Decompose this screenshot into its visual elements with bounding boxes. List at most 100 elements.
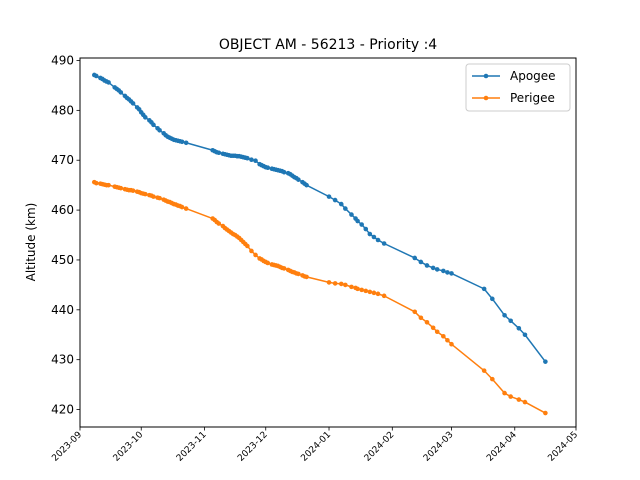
y-tick-label: 430 [51, 353, 74, 367]
perigee-point [381, 293, 387, 299]
perigee-point [349, 284, 354, 290]
apogee-point [296, 177, 301, 182]
perigee-point [338, 281, 344, 287]
apogee-point [543, 359, 548, 364]
apogee-point [355, 218, 360, 224]
perigee-point [359, 287, 364, 293]
perigee-point [179, 204, 185, 210]
perigee-series [91, 179, 548, 416]
apogee-point [522, 332, 528, 338]
legend-marker-apogee [483, 73, 489, 79]
apogee-point [179, 139, 185, 145]
y-tick-label: 460 [51, 203, 74, 217]
axes-frame [79, 57, 577, 428]
legend-label-perigee: Perigee [510, 91, 555, 105]
apogee-point [434, 267, 440, 272]
apogee-point [249, 157, 254, 163]
apogee-point [304, 182, 309, 188]
y-tick-label: 490 [51, 53, 74, 67]
apogee-point [151, 122, 156, 128]
perigee-point [363, 288, 369, 294]
perigee-point [130, 188, 136, 193]
perigee-point [481, 368, 487, 373]
apogee-point [490, 296, 495, 302]
perigee-point [143, 191, 148, 197]
perigee-point [304, 274, 309, 280]
apogee-point [106, 80, 111, 85]
apogee-point [157, 128, 162, 133]
perigee-point [343, 282, 348, 288]
y-tick-label: 480 [51, 103, 74, 117]
perigee-point [265, 260, 271, 266]
apogee-point [130, 101, 136, 106]
perigee-point [412, 309, 418, 315]
apogee-point [412, 255, 418, 261]
perigee-point [522, 399, 528, 405]
perigee-point [355, 286, 360, 292]
y-tick-label: 440 [51, 303, 74, 317]
apogee-point [381, 241, 387, 246]
y-tick-label: 450 [51, 253, 74, 267]
perigee-point [508, 394, 513, 399]
plot-area [91, 72, 548, 416]
perigee-point [516, 397, 522, 402]
perigee-point [424, 319, 430, 325]
perigee-point [249, 248, 254, 254]
apogee-point [516, 325, 522, 331]
perigee-point [371, 290, 377, 296]
apogee-point [326, 194, 332, 199]
perigee-point [106, 182, 111, 188]
apogee-point [371, 234, 377, 240]
legend: Apogee Perigee [465, 63, 571, 112]
chart-title: OBJECT AM - 56213 - Priority :4 [219, 37, 437, 53]
perigee-point [502, 390, 507, 396]
apogee-point [245, 155, 250, 161]
perigee-point [296, 271, 301, 277]
legend-label-apogee: Apogee [510, 69, 556, 83]
perigee-point [157, 195, 162, 201]
apogee-point [449, 271, 454, 276]
apogee-point [183, 140, 189, 146]
y-axis-label: Altitude (km) [24, 203, 38, 282]
perigee-point [151, 194, 156, 199]
apogee-point [430, 265, 436, 271]
apogee-point [332, 197, 338, 203]
legend-marker-perigee [483, 95, 489, 101]
apogee-point [441, 268, 446, 274]
perigee-point [367, 289, 373, 295]
apogee-point [94, 73, 99, 79]
apogee-point [216, 150, 222, 156]
perigee-point [245, 243, 250, 249]
apogee-point [481, 286, 487, 292]
apogee-point [375, 237, 381, 243]
perigee-point [281, 266, 287, 271]
perigee-point [490, 376, 495, 382]
apogee-point [343, 206, 348, 211]
perigee-point [543, 410, 548, 416]
apogee-point [281, 169, 287, 175]
apogee-point [265, 165, 271, 170]
apogee-point [508, 318, 513, 324]
perigee-point [449, 341, 454, 347]
perigee-point [434, 329, 440, 335]
apogee-point [363, 226, 369, 232]
apogee-point [502, 313, 507, 318]
apogee-point [338, 201, 344, 207]
y-tick-label: 470 [51, 153, 74, 167]
y-tick-label: 420 [51, 403, 74, 417]
perigee-point [94, 180, 99, 186]
perigee-point [418, 315, 424, 321]
perigee-point [332, 281, 338, 286]
apogee-point [143, 115, 148, 120]
perigee-point [118, 185, 124, 191]
apogee-point [349, 212, 354, 217]
perigee-point [183, 206, 189, 211]
perigee-point [375, 291, 381, 297]
apogee-point [418, 259, 424, 265]
perigee-point [430, 325, 436, 331]
apogee-point [118, 90, 124, 95]
apogee-point [253, 158, 258, 164]
apogee-point [424, 263, 430, 268]
apogee-point [445, 270, 450, 275]
